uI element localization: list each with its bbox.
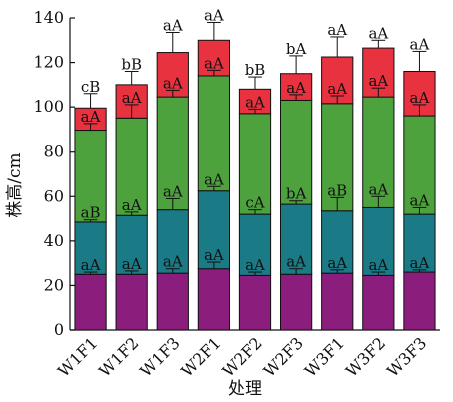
significance-label: aA	[163, 183, 183, 201]
significance-label: aA	[163, 16, 183, 34]
significance-label: aB	[81, 204, 101, 222]
significance-label: aA	[163, 74, 183, 92]
significance-label: aA	[410, 254, 430, 272]
bar-segment	[74, 221, 107, 275]
x-tick-label: W3F1	[301, 333, 348, 380]
bar-segment	[321, 103, 354, 212]
bar-segment	[197, 190, 231, 270]
bar-segment	[362, 274, 395, 331]
significance-label: aA	[204, 6, 224, 24]
y-tick-label: 120	[33, 53, 64, 72]
significance-label: aA	[327, 80, 347, 98]
x-axis-label: 处理	[228, 379, 262, 399]
y-tick-label: 20	[44, 275, 64, 294]
significance-label: bA	[286, 40, 307, 58]
significance-label: aA	[81, 256, 101, 274]
significance-label: aA	[245, 256, 265, 274]
y-tick-label: 100	[33, 97, 64, 116]
significance-label: aA	[204, 246, 224, 264]
y-tick-label: 40	[44, 231, 64, 250]
bar-segment	[279, 273, 313, 331]
bar-segment	[279, 99, 313, 205]
significance-label: aA	[327, 254, 347, 272]
x-tick-label: W3F2	[342, 333, 389, 380]
bar-segment	[279, 203, 313, 275]
y-tick-label: 140	[33, 8, 64, 27]
significance-label: bA	[286, 185, 307, 203]
significance-label: bB	[245, 61, 266, 79]
significance-label: aA	[410, 89, 430, 107]
x-tick-label: W3F3	[383, 333, 430, 380]
y-tick-label: 80	[44, 142, 64, 161]
y-axis-label: 株高/cm	[5, 152, 25, 217]
bar-segment	[238, 213, 272, 276]
bar-segment	[74, 273, 107, 331]
bar-segment	[156, 96, 189, 211]
bar-segment	[403, 115, 436, 215]
significance-labels-layer: aA aB aA cB aA aA aA bB aA aA aA aA aA aA aA aA aA cA aA bB…	[81, 6, 430, 274]
significance-label: cB	[81, 78, 100, 96]
significance-label: aB	[327, 181, 347, 199]
bar-segment	[197, 268, 231, 331]
bar-segment	[156, 209, 189, 274]
bar-segment	[403, 213, 436, 273]
y-tick-label: 0	[54, 320, 64, 339]
bar-segment	[197, 75, 231, 192]
x-tick-label: W1F1	[54, 333, 101, 380]
significance-label: aA	[286, 253, 306, 271]
bar-segment	[403, 271, 436, 331]
significance-label: aA	[204, 54, 224, 72]
error-bars-layer	[83, 21, 427, 276]
significance-label: aA	[368, 72, 388, 90]
significance-label: aA	[410, 35, 430, 53]
x-tick-label: W2F2	[219, 333, 266, 380]
significance-label: aA	[410, 191, 430, 209]
x-tick-label: W2F1	[177, 333, 224, 380]
significance-label: aA	[122, 255, 142, 273]
significance-label: aA	[204, 170, 224, 188]
significance-label: cA	[245, 194, 264, 212]
x-tick-label: W2F3	[260, 333, 307, 380]
significance-label: aA	[368, 24, 388, 42]
significance-label: aA	[245, 93, 265, 111]
bar-segment	[238, 274, 272, 331]
significance-label: aA	[368, 180, 388, 198]
significance-label: aA	[327, 21, 347, 39]
bar-segment	[74, 130, 107, 223]
significance-label: aA	[368, 256, 388, 274]
bar-segment	[115, 214, 148, 275]
significance-label: aA	[286, 79, 306, 97]
significance-label: aA	[122, 196, 142, 214]
bar-segment	[115, 273, 148, 331]
bar-segment	[156, 272, 189, 331]
x-tick-label: W1F3	[136, 333, 183, 380]
bar-segment	[115, 117, 148, 216]
y-tick-label: 60	[44, 186, 64, 205]
significance-label: aA	[122, 89, 142, 107]
significance-label: bB	[121, 55, 142, 73]
significance-label: aA	[163, 253, 183, 271]
x-tick-label: W1F2	[95, 333, 142, 380]
significance-label: aA	[81, 108, 101, 126]
bar-segment	[321, 272, 354, 331]
